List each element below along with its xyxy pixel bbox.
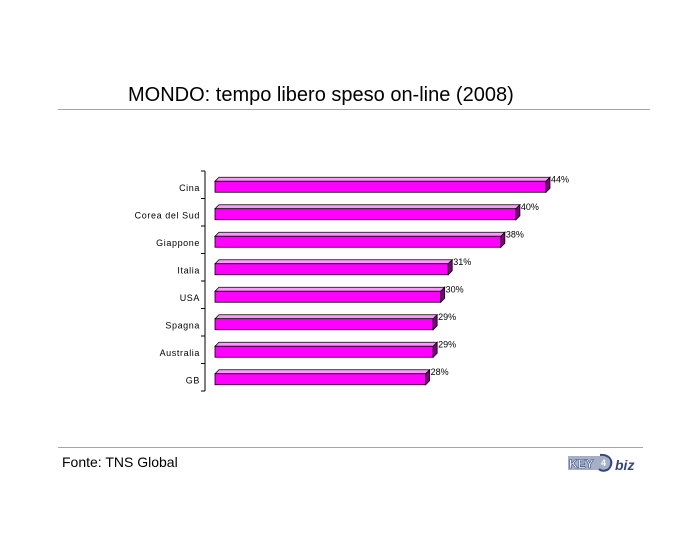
svg-text:biz: biz — [615, 457, 634, 473]
bar-side-face — [432, 341, 438, 359]
bar-side-face — [425, 368, 431, 386]
bar-australia — [214, 341, 439, 359]
category-label: Spagna — [165, 320, 200, 330]
bar-side-face — [440, 286, 446, 304]
key4biz-logo: KEY 4 biz — [568, 453, 634, 473]
bar-front-face — [214, 263, 449, 276]
category-label: Corea del Sud — [135, 210, 200, 220]
bar-front-face — [214, 373, 427, 386]
bar-side-face — [500, 231, 506, 249]
bar-front-face — [214, 318, 434, 331]
category-label: Cina — [179, 183, 200, 193]
bar-top-face — [214, 286, 446, 292]
bar-side-face — [447, 258, 453, 276]
category-label: GB — [186, 375, 200, 385]
bar-front-face — [214, 235, 502, 248]
bar-series — [214, 176, 551, 386]
category-label: Italia — [177, 265, 200, 275]
bar-front-face — [214, 345, 434, 358]
svg-text:KEY: KEY — [569, 457, 594, 471]
source-note: Fonte: TNS Global — [62, 454, 178, 470]
footer-divider — [58, 447, 643, 448]
bar-front-face — [214, 180, 547, 193]
data-label: 30% — [446, 284, 464, 294]
bar-side-face — [545, 176, 551, 194]
category-label: USA — [180, 293, 200, 303]
data-label: 44% — [551, 174, 569, 184]
bar-giappone — [214, 231, 506, 249]
bar-usa — [214, 286, 446, 304]
bar-side-face — [515, 203, 521, 221]
bar-italia — [214, 258, 454, 276]
data-label: 28% — [431, 367, 449, 377]
data-label: 31% — [453, 257, 471, 267]
chart-title: MONDO: tempo libero speso on-line (2008) — [128, 84, 514, 106]
bar-front-face — [214, 208, 517, 221]
svg-text:4: 4 — [601, 458, 606, 468]
bar-gb — [214, 368, 431, 386]
category-label: Australia — [160, 348, 200, 358]
label-layer: Cina 44% Corea del Sud 40% Giappone 38% Italia… — [135, 174, 569, 385]
title-divider — [58, 109, 650, 110]
data-label: 29% — [438, 339, 456, 349]
data-label: 29% — [438, 312, 456, 322]
bar-top-face — [214, 314, 439, 320]
data-label: 38% — [506, 229, 524, 239]
bar-cina — [214, 176, 551, 194]
bar-top-face — [214, 204, 521, 210]
bar-top-face — [214, 176, 551, 182]
bar-front-face — [214, 290, 442, 303]
bar-top-face — [214, 231, 506, 237]
bar-side-face — [432, 313, 438, 331]
bar-top-face — [214, 369, 431, 375]
category-label: Giappone — [156, 238, 200, 248]
bar-top-face — [214, 341, 439, 347]
logo-mark: KEY 4 biz — [568, 453, 634, 473]
bar-top-face — [214, 259, 454, 265]
data-label: 40% — [521, 202, 539, 212]
bar-spagna — [214, 313, 439, 331]
bar-corea-del-sud — [214, 203, 521, 221]
category-axis — [201, 170, 206, 392]
